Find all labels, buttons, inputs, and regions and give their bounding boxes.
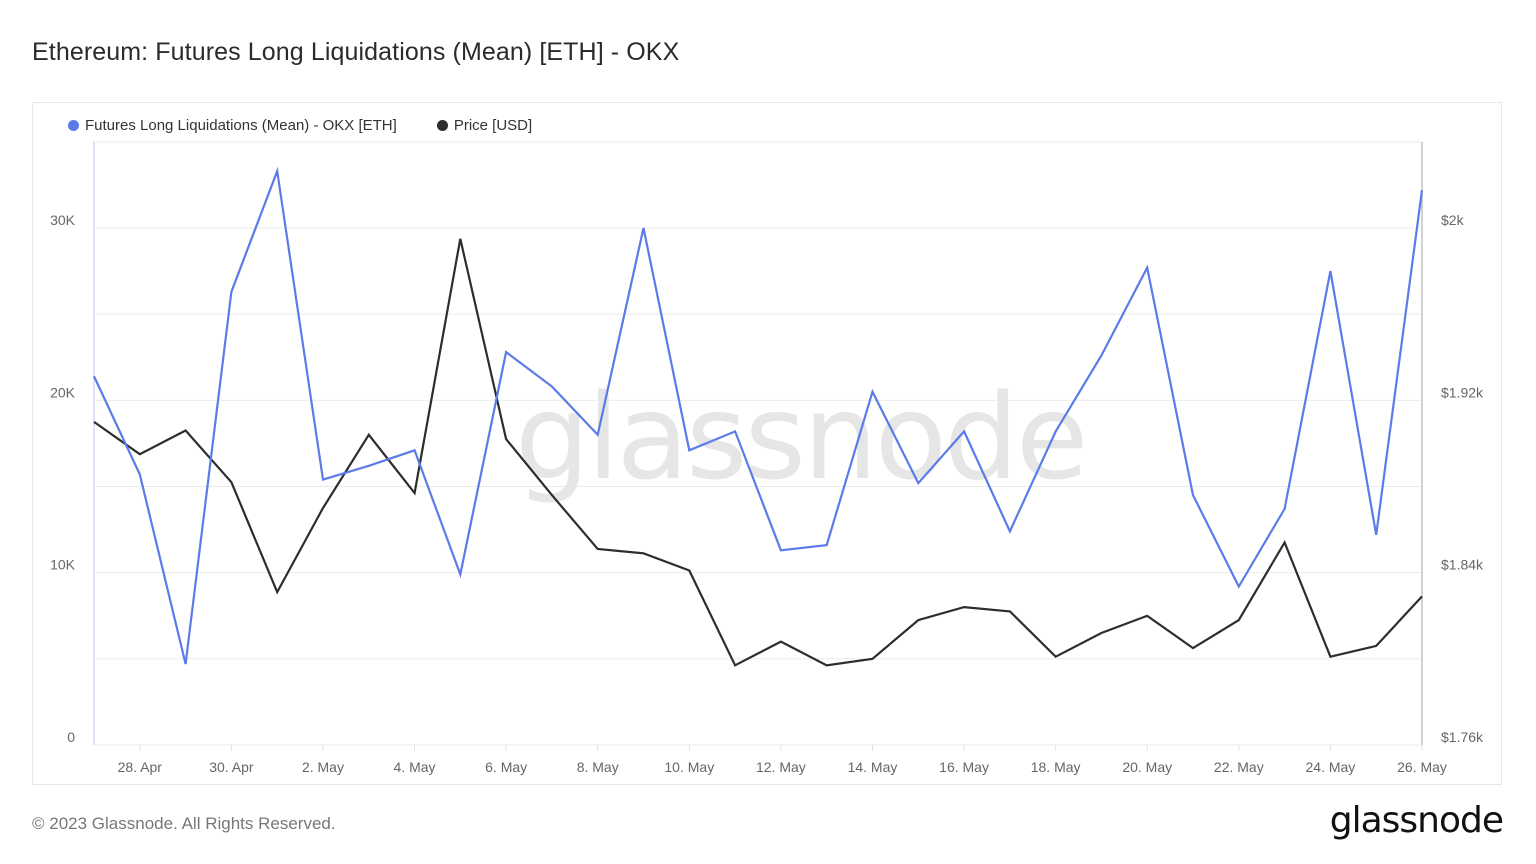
right-axis-tick-label: $1.92k: [1441, 384, 1484, 400]
legend-label: Price [USD]: [453, 117, 533, 134]
left-y-axis: 0 10K 20K 30K: [50, 212, 76, 745]
x-axis-tick-label: 20. May: [1122, 759, 1172, 775]
right-y-axis: $1.76k $1.84k $1.92k $2k: [1441, 212, 1484, 745]
x-axis-tick-label: 10. May: [664, 759, 714, 775]
price-line: [93, 238, 1423, 667]
right-axis-tick-label: $1.84k: [1441, 557, 1484, 573]
gridlines: [93, 141, 1423, 746]
series-dot-icon: [68, 120, 79, 131]
left-axis-tick-label: 10K: [50, 557, 76, 573]
series-dot-icon: [436, 120, 448, 131]
x-axis-tick-label: 14. May: [848, 759, 898, 775]
x-axis-tick-label: 12. May: [756, 759, 806, 775]
x-axis-tick-label: 22. May: [1214, 759, 1264, 775]
copyright-footer: © 2023 Glassnode. All Rights Reserved.: [32, 814, 336, 833]
chart-title: Ethereum: Futures Long Liquidations (Mea…: [32, 38, 680, 66]
right-axis-tick-label: $2k: [1441, 212, 1465, 228]
x-axis-tick-label: 8. May: [577, 759, 619, 775]
x-axis: 28. Apr 30. Apr 2. May 4. May 6. May 8. May 10…: [118, 745, 1447, 775]
x-axis-tick-label: 24. May: [1306, 759, 1356, 775]
left-axis-tick-label: 30K: [50, 212, 76, 228]
right-axis-tick-label: $1.76k: [1441, 729, 1484, 745]
glassnode-logo: glassnode: [1329, 800, 1504, 841]
x-axis-tick-label: 26. May: [1397, 759, 1447, 775]
x-axis-tick-label: 2. May: [302, 759, 344, 775]
x-axis-tick-label: 18. May: [1031, 759, 1081, 775]
legend: Futures Long Liquidations (Mean) - OKX […: [68, 117, 532, 134]
x-axis-tick-label: 6. May: [485, 759, 527, 775]
chart-panel: [32, 102, 1502, 785]
legend-item-liquidations[interactable]: Futures Long Liquidations (Mean) - OKX […: [68, 117, 397, 134]
watermark: glassnode: [515, 368, 1085, 506]
x-axis-tick-label: 28. Apr: [118, 759, 163, 775]
x-axis-tick-label: 4. May: [394, 759, 436, 775]
left-axis-tick-label: 20K: [50, 384, 76, 400]
x-axis-tick-label: 16. May: [939, 759, 989, 775]
x-axis-tick-label: 30. Apr: [209, 759, 254, 775]
legend-label: Futures Long Liquidations (Mean) - OKX […: [85, 117, 397, 134]
left-axis-tick-label: 0: [67, 729, 75, 745]
legend-item-price[interactable]: Price [USD]: [436, 117, 533, 134]
liquidations-line: [93, 166, 1424, 665]
